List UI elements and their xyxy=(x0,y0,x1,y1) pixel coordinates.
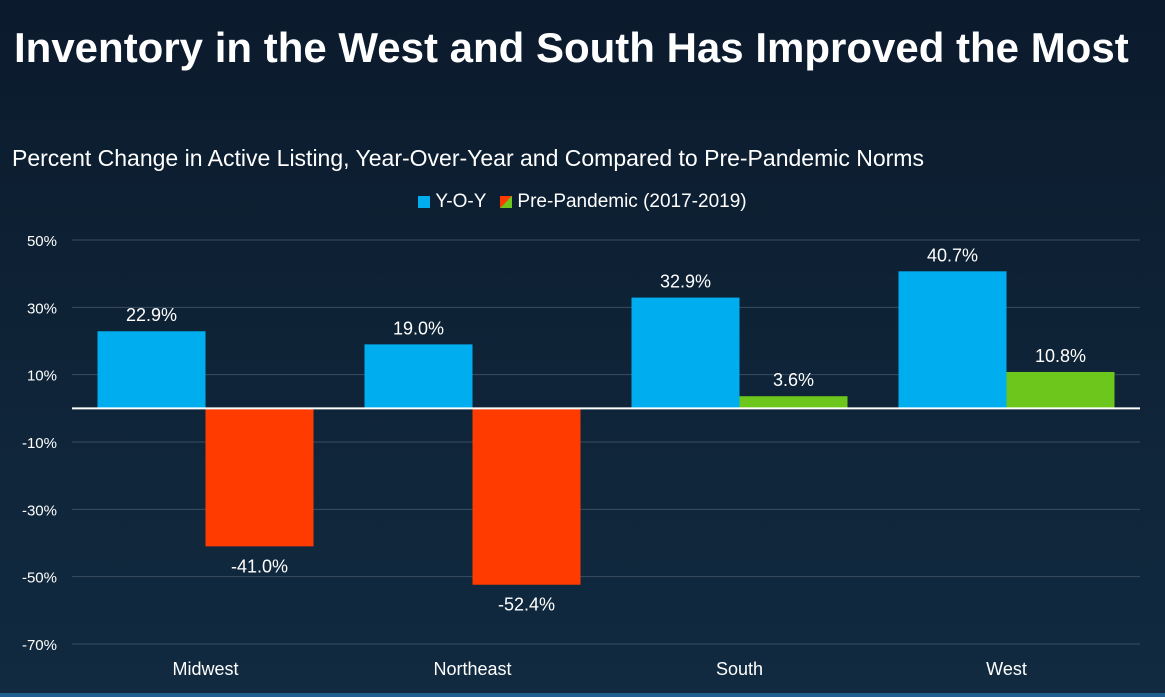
bar-pre-pandemic xyxy=(472,408,581,585)
chart-title: Inventory in the West and South Has Impr… xyxy=(14,24,1129,71)
y-tick-label: -10% xyxy=(22,435,57,452)
x-category-label: Northeast xyxy=(433,659,511,679)
x-category-label: Midwest xyxy=(172,659,238,679)
y-tick-label: -50% xyxy=(22,570,57,587)
bar-yoy xyxy=(364,344,473,409)
bar-pre-pandemic xyxy=(205,408,314,547)
data-label-pre-pandemic: 10.8% xyxy=(1035,346,1086,366)
y-tick-label: -30% xyxy=(22,502,57,519)
data-label-pre-pandemic: 3.6% xyxy=(773,370,814,390)
legend: Y-O-Y Pre-Pandemic (2017-2019) xyxy=(0,190,1165,214)
chart-subtitle: Percent Change in Active Listing, Year-O… xyxy=(12,145,924,171)
data-label-yoy: 19.0% xyxy=(393,318,444,338)
bar-yoy xyxy=(631,297,740,409)
x-category-label: South xyxy=(716,659,763,679)
y-tick-label: 50% xyxy=(27,233,57,250)
legend-item-pre-pandemic: Pre-Pandemic (2017-2019) xyxy=(500,190,747,214)
data-label-yoy: 32.9% xyxy=(660,272,711,292)
legend-item-yoy: Y-O-Y xyxy=(418,190,486,214)
bar-pre-pandemic xyxy=(1006,371,1115,409)
bar-pre-pandemic xyxy=(739,396,848,409)
data-label-pre-pandemic: -41.0% xyxy=(231,556,288,576)
data-label-yoy: 40.7% xyxy=(927,245,978,265)
y-tick-label: 30% xyxy=(27,300,57,317)
y-tick-label: 10% xyxy=(27,368,57,385)
legend-swatch-yoy xyxy=(418,196,431,208)
legend-label-yoy: Y-O-Y xyxy=(435,191,487,212)
bar-yoy xyxy=(898,271,1007,409)
x-category-label: West xyxy=(986,659,1027,679)
y-tick-label: -70% xyxy=(22,637,57,654)
bar-yoy xyxy=(97,331,206,409)
legend-label-pre-pandemic: Pre-Pandemic (2017-2019) xyxy=(517,191,747,212)
data-label-yoy: 22.9% xyxy=(126,305,177,325)
data-label-pre-pandemic: -52.4% xyxy=(498,595,555,615)
bottom-divider xyxy=(0,693,1165,697)
legend-swatch-pre-pandemic xyxy=(500,196,513,208)
